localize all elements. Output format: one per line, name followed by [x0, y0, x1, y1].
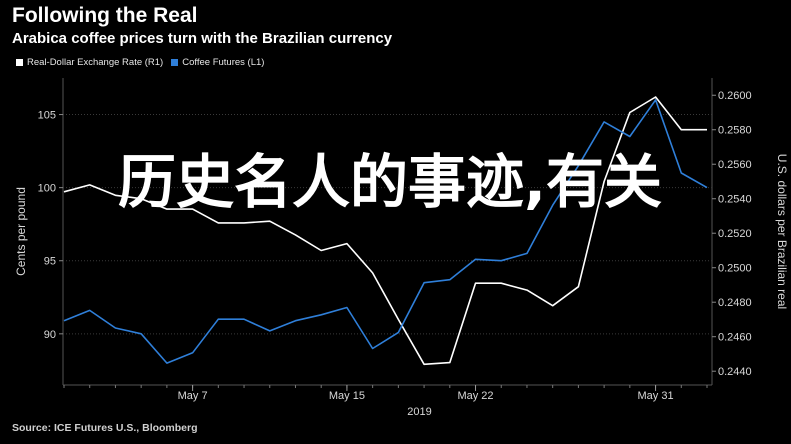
x-tick-label: May 22	[457, 390, 493, 402]
left-tick-label: 95	[44, 256, 56, 268]
chart-subtitle: Arabica coffee prices turn with the Braz…	[12, 30, 393, 47]
chart-legend: Real-Dollar Exchange Rate (R1) Coffee Fu…	[16, 57, 264, 68]
legend-label-exchange-rate: Real-Dollar Exchange Rate (R1)	[27, 57, 164, 68]
left-tick-label: 105	[38, 110, 56, 122]
coffee-futures-line	[63, 99, 708, 364]
legend-swatch-coffee-futures	[171, 59, 179, 66]
right-axis-title: U.S. dollars per Brazilian real	[775, 154, 789, 309]
x-tick-label: May 7	[178, 390, 208, 402]
x-tick-label: May 31	[638, 390, 674, 402]
x-year-label: 2019	[407, 406, 431, 418]
legend-item-coffee-futures: Coffee Futures (L1)	[171, 57, 264, 68]
right-tick-label: 0.2580	[718, 125, 752, 137]
legend-label-coffee-futures: Coffee Futures (L1)	[182, 57, 265, 68]
x-tick-label: May 15	[329, 390, 365, 402]
legend-swatch-exchange-rate	[16, 59, 23, 66]
right-tick-label: 0.2540	[718, 194, 752, 206]
right-tick-label: 0.2500	[718, 263, 752, 275]
right-tick-label: 0.2480	[718, 297, 752, 309]
right-tick-label: 0.2600	[718, 90, 752, 102]
right-tick-label: 0.2460	[718, 332, 752, 344]
source-note: Source: ICE Futures U.S., Bloomberg	[12, 422, 198, 434]
left-tick-label: 90	[44, 329, 56, 341]
chart-title: Following the Real	[12, 4, 198, 27]
right-tick-label: 0.2520	[718, 228, 752, 240]
right-tick-label: 0.2560	[718, 159, 752, 171]
exchange-rate-line	[63, 96, 707, 366]
left-tick-label: 100	[38, 183, 56, 195]
left-axis-title: Cents per pound	[14, 187, 28, 276]
legend-item-exchange-rate: Real-Dollar Exchange Rate (R1)	[16, 57, 163, 68]
right-tick-label: 0.2440	[718, 366, 752, 378]
